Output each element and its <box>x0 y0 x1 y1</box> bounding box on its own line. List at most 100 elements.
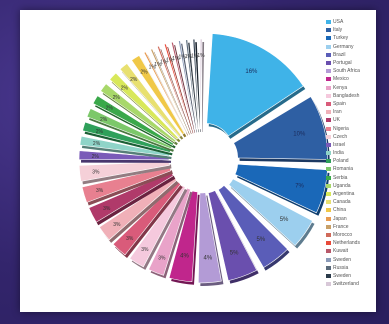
pie-slice <box>129 184 186 268</box>
legend-label: Sweden <box>333 272 352 279</box>
legend-label: Czech <box>333 133 348 140</box>
legend-swatch <box>326 159 331 164</box>
slice-label: 2% <box>130 77 138 83</box>
slice-label: 3% <box>141 247 149 253</box>
legend-label: Brazil <box>333 51 346 58</box>
slice-label: 2% <box>93 141 101 147</box>
pie-slice <box>156 45 190 132</box>
legend-swatch <box>326 93 331 98</box>
legend-item: Argentina <box>326 190 374 198</box>
legend-swatch <box>326 257 331 262</box>
pie-slice-depth <box>202 42 205 133</box>
slice-label: 1% <box>185 54 193 60</box>
pie-slice <box>198 192 222 284</box>
legend-item: Israel <box>326 141 374 149</box>
legend-item: France <box>326 223 374 231</box>
legend-item: UK <box>326 116 374 124</box>
slice-label: 3% <box>158 256 166 262</box>
pie-slice <box>109 72 179 140</box>
slice-label: 4% <box>204 255 213 261</box>
pie-slice <box>143 51 187 133</box>
slice-label: 1% <box>172 56 180 62</box>
legend-swatch <box>326 52 331 57</box>
pie-slice <box>92 95 175 146</box>
legend-swatch <box>326 36 331 41</box>
legend-label: Sweden <box>333 256 352 263</box>
slice-label: 1% <box>197 53 205 59</box>
legend-item: Germany <box>326 43 374 51</box>
pie-slice <box>82 121 171 153</box>
slice-label: 2% <box>96 129 104 135</box>
legend-swatch <box>326 20 331 25</box>
pie-slice <box>217 184 288 268</box>
legend-label: Switzerland <box>333 281 359 288</box>
pie-slice <box>79 135 170 157</box>
pie-slice <box>185 39 198 130</box>
legend-label: Argentina <box>333 191 355 198</box>
legend-label: Serbia <box>333 174 348 181</box>
legend-swatch <box>326 265 331 270</box>
legend-item: Japan <box>326 215 374 223</box>
slice-label: 7% <box>295 184 304 190</box>
legend-item: Sweden <box>326 255 374 263</box>
legend-item: Netherlands <box>326 239 374 247</box>
slice-label: 1% <box>154 62 162 68</box>
slice-label: 2% <box>140 69 148 75</box>
pie-slice <box>168 190 198 283</box>
legend-item: Canada <box>326 198 374 206</box>
legend-swatch <box>326 183 331 188</box>
legend-label: Japan <box>333 215 347 222</box>
legend-item: Italy <box>326 26 374 34</box>
legend-label: Iran <box>333 109 342 116</box>
pie-slice <box>206 33 304 137</box>
pie-slice <box>86 108 173 150</box>
pie-slice <box>228 178 313 246</box>
pie-slice <box>207 190 258 282</box>
slice-label: 2% <box>100 117 108 123</box>
pie-slice <box>150 48 189 133</box>
legend-item: Kenya <box>326 84 374 92</box>
slice-label: 2% <box>113 95 121 101</box>
slice-label: 3% <box>113 222 121 228</box>
legend-label: Poland <box>333 158 349 165</box>
legend-swatch <box>326 151 331 156</box>
legend-item: Uganda <box>326 182 374 190</box>
legend-item: Brazil <box>326 51 374 59</box>
legend-label: Netherlands <box>333 240 360 247</box>
pie-slice-depth <box>187 42 199 133</box>
legend-item: Turkey <box>326 34 374 42</box>
legend-swatch <box>326 118 331 123</box>
slice-label: 3% <box>103 206 111 212</box>
slice-label: 2% <box>92 154 100 160</box>
pie-slice <box>178 40 196 130</box>
legend-label: Germany <box>333 43 354 50</box>
pie-slice <box>78 150 170 161</box>
legend-label: Canada <box>333 199 351 206</box>
pie-slice <box>163 43 192 131</box>
pie-slice <box>88 172 174 223</box>
legend-label: Italy <box>333 27 343 34</box>
legend-swatch <box>326 134 331 139</box>
legend-swatch <box>326 200 331 205</box>
pie-slice-depth <box>84 170 173 206</box>
legend-item: Spain <box>326 100 374 108</box>
legend-item: Sweden <box>326 272 374 280</box>
slice-label: 1% <box>160 60 168 66</box>
slice-label: 3% <box>126 236 134 242</box>
legend-item: USA <box>326 18 374 26</box>
pie-slice <box>112 181 182 256</box>
legend-label: Spain <box>333 100 346 107</box>
legend-label: Kenya <box>333 84 348 91</box>
legend-label: Kuwait <box>333 248 349 255</box>
pie-slice <box>81 166 172 203</box>
legend-swatch <box>326 69 331 74</box>
legend-item: Iran <box>326 108 374 116</box>
legend-swatch <box>326 216 331 221</box>
legend-swatch <box>326 61 331 66</box>
legend-swatch <box>326 232 331 237</box>
legend-label: Portugal <box>333 60 352 67</box>
legend-label: UK <box>333 117 340 124</box>
legend-label: Uganda <box>333 182 351 189</box>
legend-item: Russia <box>326 264 374 272</box>
legend-label: USA <box>333 19 344 26</box>
